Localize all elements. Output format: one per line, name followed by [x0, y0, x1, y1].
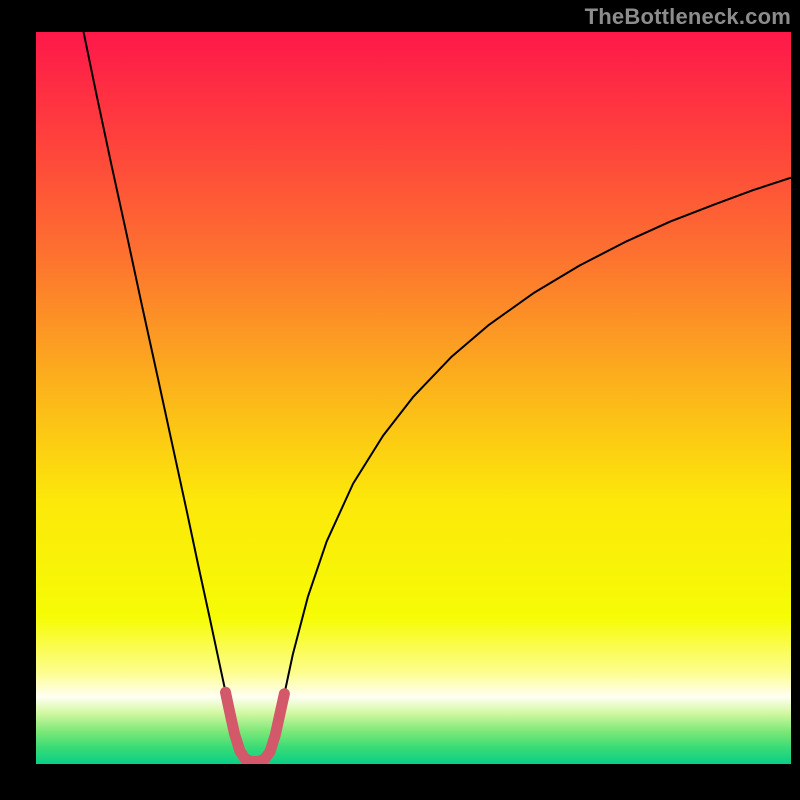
plot-svg	[36, 32, 791, 764]
watermark-text: TheBottleneck.com	[585, 4, 791, 30]
plot-area	[36, 32, 791, 764]
